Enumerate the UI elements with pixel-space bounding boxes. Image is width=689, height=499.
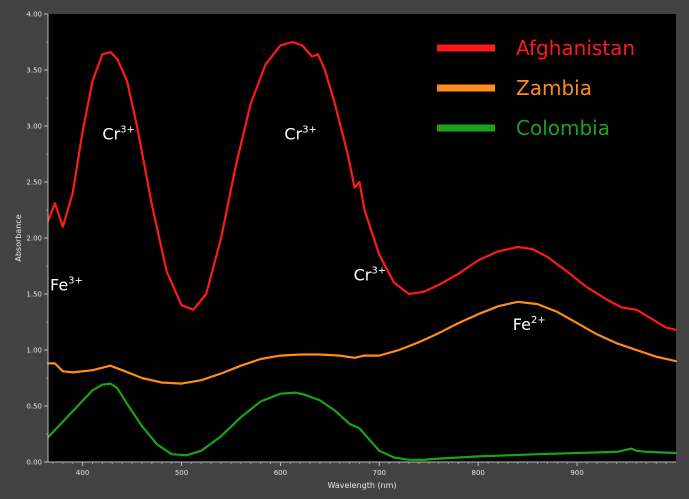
series-line-zambia	[46, 300, 678, 385]
axes: 400 500 600 700 800 900 0.00 0.50 1.00 1.50 2.00 2.…	[26, 11, 676, 477]
ion-label: Fe2+	[513, 315, 546, 334]
y-tick-label: 0.00	[26, 459, 42, 467]
x-tick-label: 800	[472, 469, 485, 477]
y-tick-label: 1.00	[26, 347, 42, 355]
annotation-layer: Fe3+ Cr3+ Cr3+ Cr3+ Fe2+	[50, 124, 546, 333]
x-tick-label: 500	[175, 469, 188, 477]
y-tick-label: 3.50	[26, 67, 42, 75]
y-tick-label: 2.50	[26, 179, 42, 187]
series-layer	[46, 40, 678, 461]
series-line-afghanistan	[46, 40, 678, 331]
series-line-colombia	[46, 382, 678, 461]
y-axis-title: Absorbance	[14, 214, 23, 261]
y-tick-label: 2.00	[26, 235, 42, 243]
y-tick-label: 0.50	[26, 403, 42, 411]
x-axis-title: Wavelength (nm)	[327, 481, 396, 490]
legend-label-afghanistan: Afghanistan	[516, 36, 635, 60]
y-tick-label: 3.00	[26, 123, 42, 131]
x-tick-label: 700	[373, 469, 386, 477]
x-tick-label: 900	[570, 469, 583, 477]
ion-label: Cr3+	[284, 124, 317, 143]
legend: Afghanistan Zambia Colombia	[437, 36, 635, 140]
legend-label-zambia: Zambia	[516, 76, 592, 100]
ion-label: Cr3+	[354, 266, 387, 285]
ion-label: Cr3+	[102, 124, 134, 143]
y-tick-label: 4.00	[26, 11, 42, 19]
x-tick-label: 400	[76, 469, 89, 477]
plot-area	[48, 14, 676, 462]
y-tick-label: 1.50	[26, 291, 42, 299]
x-tick-label: 600	[274, 469, 287, 477]
legend-label-colombia: Colombia	[516, 116, 610, 140]
ion-label: Fe3+	[50, 276, 83, 295]
